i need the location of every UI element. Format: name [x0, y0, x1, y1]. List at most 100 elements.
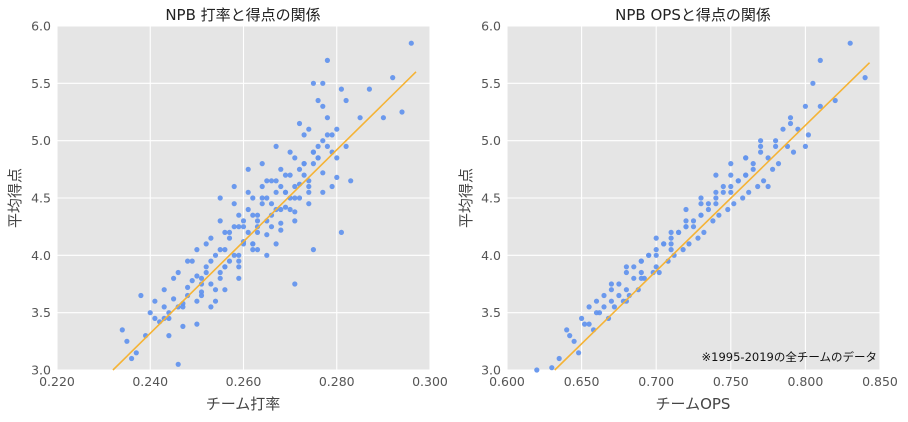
scatter-point — [549, 365, 555, 371]
scatter-point — [273, 143, 279, 149]
scatter-point — [616, 281, 622, 287]
scatter-point — [731, 201, 737, 207]
scatter-point — [250, 241, 256, 247]
scatter-point — [194, 298, 200, 304]
scatter-point — [254, 247, 261, 253]
scatter-point — [611, 304, 618, 310]
scatter-point — [240, 224, 247, 230]
scatter-point — [380, 115, 386, 121]
scatter-point — [245, 189, 251, 195]
scatter-point — [366, 86, 372, 92]
y-tick-label: 4.5 — [31, 191, 51, 206]
scatter-point — [320, 80, 326, 86]
scatter-point — [282, 189, 289, 195]
scatter-point — [608, 287, 615, 293]
scatter-point — [390, 75, 396, 81]
scatter-point — [292, 195, 298, 201]
scatter-point — [301, 132, 307, 138]
scatter-point — [259, 201, 265, 207]
y-tick-label: 3.5 — [481, 305, 501, 320]
scatter-point — [750, 161, 756, 167]
scatter-point — [245, 229, 251, 235]
scatter-point — [222, 229, 228, 235]
scatter-point — [236, 258, 242, 264]
scatter-point — [236, 224, 242, 230]
scatter-point — [668, 229, 674, 235]
y-tick-label: 3.0 — [481, 363, 501, 378]
scatter-point — [334, 155, 340, 161]
scatter-point — [189, 258, 195, 264]
scatter-point — [770, 166, 776, 172]
y-axis-label-1: 平均得点 — [6, 168, 24, 228]
scatter-point — [264, 232, 270, 238]
scatter-point — [320, 170, 326, 176]
x-tick-label: 0.600 — [489, 374, 525, 389]
scatter-point — [268, 224, 275, 230]
scatter-point — [226, 235, 233, 241]
scatter-point — [817, 57, 823, 64]
scatter-point — [273, 241, 279, 247]
scatter-point — [755, 183, 761, 190]
scatter-point — [208, 304, 214, 310]
scatter-point — [268, 212, 275, 218]
scatter-point — [212, 298, 219, 304]
scatter-point — [661, 241, 667, 247]
scatter-point — [758, 149, 764, 155]
scatter-point — [690, 218, 697, 224]
scatter-point — [847, 40, 853, 46]
scatter-point — [315, 143, 321, 149]
scatter-point — [236, 264, 242, 270]
scatter-point — [676, 229, 682, 235]
scatter-point — [746, 189, 752, 195]
scatter-point — [758, 143, 764, 149]
scatter-point — [171, 275, 177, 281]
scatter-point — [194, 247, 200, 253]
scatter-point — [315, 97, 321, 104]
scatter-point — [862, 75, 868, 81]
scatter-point — [567, 333, 573, 339]
scatter-point — [236, 275, 242, 281]
scatter-point — [250, 212, 256, 218]
x-tick-label: 0.850 — [862, 374, 898, 389]
scatter-point — [334, 126, 340, 132]
scatter-point — [194, 273, 200, 279]
scatter-point — [701, 229, 707, 235]
scatter-point — [761, 178, 767, 184]
scatter-point — [765, 155, 771, 161]
y-tick-label: 5.0 — [31, 133, 51, 148]
scatter-point — [743, 172, 749, 178]
scatter-point — [152, 298, 158, 304]
scatter-point — [278, 227, 284, 233]
scatter-point — [710, 218, 716, 224]
scatter-point — [306, 201, 312, 207]
x-tick-label: 0.800 — [788, 374, 824, 389]
scatter-point — [320, 103, 326, 109]
scatter-point — [287, 149, 293, 155]
scatter-point — [231, 252, 237, 258]
x-tick-label: 0.280 — [319, 374, 355, 389]
y-tick-label: 4.0 — [481, 248, 501, 263]
scatter-point — [217, 218, 223, 224]
scatter-point — [273, 189, 279, 195]
scatter-point — [616, 292, 622, 299]
x-tick-label: 0.260 — [226, 374, 262, 389]
trendline-2 — [554, 62, 871, 371]
scatter-point — [236, 212, 242, 218]
chart-title-2: NPB OPSと得点の関係 — [615, 6, 771, 24]
scatter-point — [638, 275, 644, 281]
scatter-point — [653, 252, 659, 258]
scatter-point — [231, 201, 237, 207]
scatter-point — [320, 189, 326, 195]
scatter-point — [713, 172, 719, 178]
x-tick-label: 0.240 — [132, 374, 168, 389]
scatter-point — [240, 218, 247, 224]
scatter-point — [296, 166, 303, 172]
chart-title-1: NPB 打率と得点の関係 — [165, 6, 320, 24]
scatter-point — [129, 355, 135, 362]
scatter-point — [324, 115, 330, 121]
scatter-point — [147, 310, 153, 316]
scatter-point — [668, 235, 674, 241]
scatter-point — [698, 195, 704, 201]
scatter-point — [728, 161, 734, 167]
scatter-point — [166, 333, 172, 339]
